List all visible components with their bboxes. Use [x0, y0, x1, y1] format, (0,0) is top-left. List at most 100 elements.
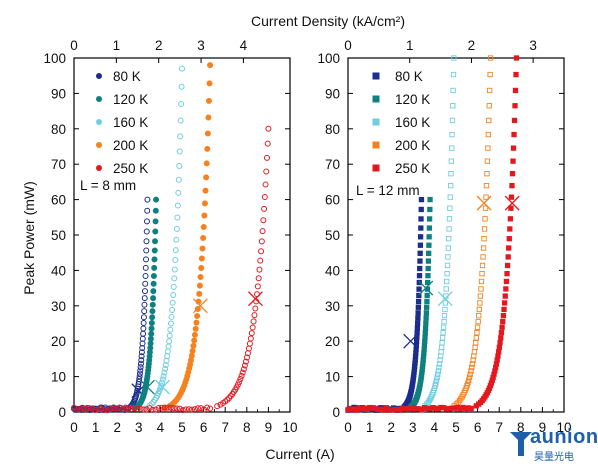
x-tick-label: 1	[92, 420, 100, 435]
data-point	[142, 264, 149, 271]
cavity-length-label: L = 8 mm	[80, 178, 136, 193]
data-point	[143, 218, 150, 225]
data-point	[422, 330, 428, 336]
x-tick-label: 2	[387, 420, 395, 435]
data-point	[500, 313, 507, 319]
data-point	[433, 380, 439, 386]
data-point	[167, 404, 174, 411]
data-point	[138, 353, 145, 360]
data-point	[178, 101, 185, 108]
data-point	[487, 55, 494, 61]
series-80k	[345, 196, 425, 413]
data-point	[263, 154, 270, 161]
data-point	[166, 332, 173, 339]
data-point	[148, 330, 155, 337]
data-point	[173, 405, 180, 412]
legend: 80 K 120 K 160 K 200 K 250 K	[372, 69, 430, 176]
data-point	[465, 380, 471, 386]
x2-tick-label: 1	[406, 38, 414, 53]
x-tick-label: 7	[221, 420, 229, 435]
data-point	[426, 234, 432, 240]
x-tick-label: 4	[157, 420, 165, 435]
data-point	[451, 55, 457, 61]
threshold-cross	[437, 291, 453, 307]
data-point	[417, 265, 423, 272]
y-tick-label: 10	[325, 370, 340, 385]
data-point	[472, 344, 478, 351]
x-tick-label: 10	[282, 420, 297, 435]
data-point	[201, 212, 208, 219]
data-point	[242, 358, 249, 365]
data-point	[480, 254, 486, 260]
x-tick-label: 10	[556, 420, 571, 435]
threshold-cross	[155, 379, 171, 395]
data-point	[174, 202, 181, 209]
data-point	[201, 200, 208, 207]
data-point	[440, 324, 447, 330]
data-point	[237, 376, 244, 383]
data-point	[485, 145, 491, 151]
data-point	[506, 245, 512, 251]
data-point	[159, 376, 166, 383]
data-point	[204, 130, 211, 137]
data-point	[414, 320, 421, 326]
data-point	[176, 405, 183, 412]
data-point	[469, 364, 475, 371]
data-point	[499, 324, 505, 330]
legend-label: 160 K	[113, 115, 148, 130]
data-point	[131, 404, 138, 411]
data-point	[122, 405, 129, 412]
data-point	[170, 292, 177, 299]
data-point	[476, 313, 482, 319]
data-point	[77, 406, 84, 413]
data-point	[505, 254, 511, 260]
x-tick-label: 9	[265, 420, 273, 435]
data-point	[83, 406, 90, 413]
legend-marker	[372, 72, 380, 80]
data-point	[175, 176, 182, 183]
data-point	[185, 406, 192, 413]
data-point	[415, 304, 422, 310]
data-point	[142, 280, 149, 287]
data-point	[450, 87, 456, 94]
data-point	[149, 308, 156, 315]
data-point	[498, 330, 505, 336]
data-point	[450, 71, 457, 78]
data-point	[422, 338, 428, 345]
data-point	[182, 406, 189, 413]
data-point	[226, 394, 233, 401]
data-point	[438, 344, 445, 351]
x-tick-label: 7	[495, 420, 503, 435]
data-point	[503, 286, 509, 292]
data-point	[202, 187, 209, 194]
data-point	[435, 371, 441, 377]
y-tick-label: 80	[51, 122, 66, 137]
data-point	[204, 404, 211, 411]
data-point	[474, 330, 480, 336]
data-point	[191, 337, 198, 344]
data-point	[152, 207, 159, 214]
data-point	[483, 194, 489, 200]
threshold-cross	[192, 298, 208, 314]
data-point	[160, 373, 167, 380]
threshold-cross	[139, 379, 155, 395]
data-point	[149, 301, 156, 308]
data-point	[170, 283, 177, 290]
data-point	[447, 205, 453, 211]
x-tick-label: 5	[178, 420, 186, 435]
data-point	[128, 405, 135, 412]
data-point	[168, 313, 175, 320]
data-point	[173, 225, 180, 232]
data-point	[425, 279, 431, 286]
data-point	[200, 235, 207, 242]
data-point	[142, 272, 149, 279]
data-point	[443, 286, 449, 292]
plot-frame	[347, 57, 565, 413]
data-point	[512, 87, 519, 94]
data-point	[487, 71, 493, 78]
data-point	[191, 331, 198, 338]
data-point	[510, 145, 517, 151]
data-point	[89, 405, 96, 412]
data-point	[473, 340, 479, 346]
y-tick-label: 20	[51, 334, 66, 349]
